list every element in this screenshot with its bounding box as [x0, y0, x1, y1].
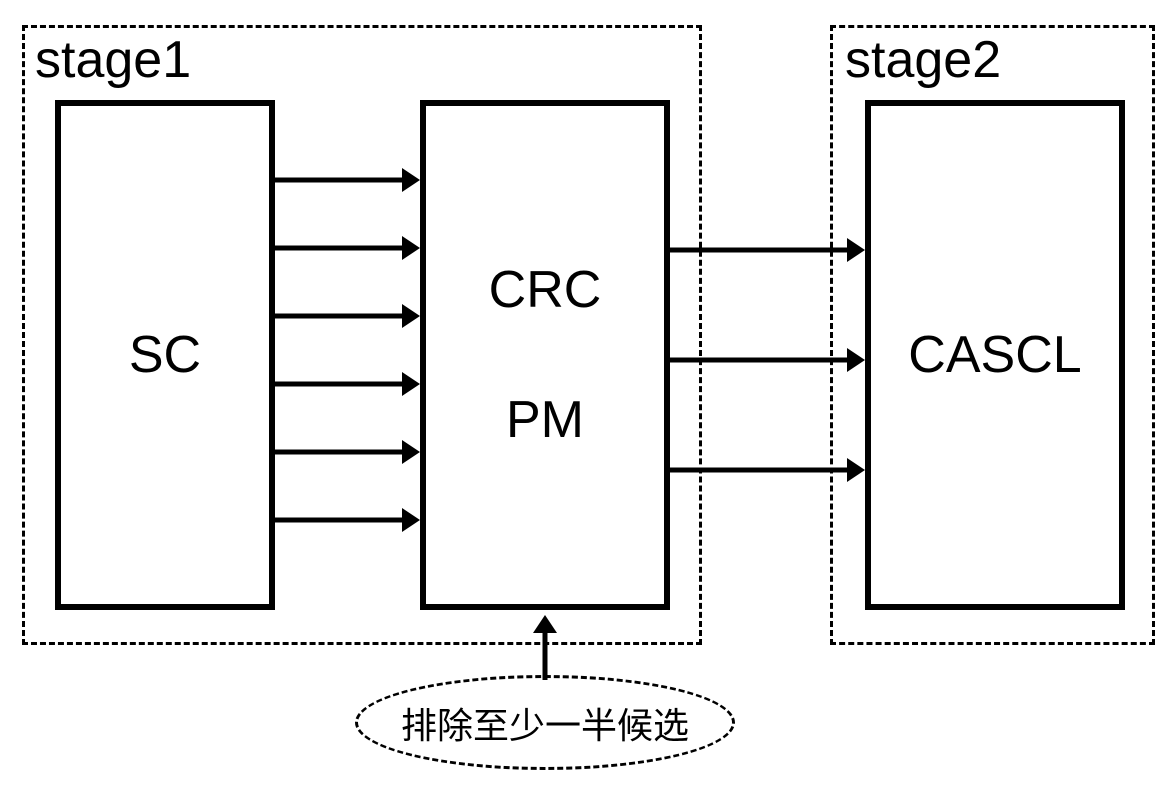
- sc-label: SC: [129, 325, 201, 385]
- cascl-label: CASCL: [908, 325, 1081, 385]
- crc-pm-block: CRC PM: [420, 100, 670, 610]
- sc-block: SC: [55, 100, 275, 610]
- stage2-label: stage2: [845, 30, 1001, 90]
- exclusion-ellipse: 排除至少一半候选: [355, 675, 735, 770]
- ellipse-label: 排除至少一半候选: [401, 697, 689, 749]
- cascl-block: CASCL: [865, 100, 1125, 610]
- crc-label: CRC: [489, 260, 602, 320]
- pm-label: PM: [506, 390, 584, 450]
- diagram-canvas: stage1 stage2 SC CRC PM CASCL 排除至少一半候选: [0, 0, 1170, 786]
- stage1-label: stage1: [35, 30, 191, 90]
